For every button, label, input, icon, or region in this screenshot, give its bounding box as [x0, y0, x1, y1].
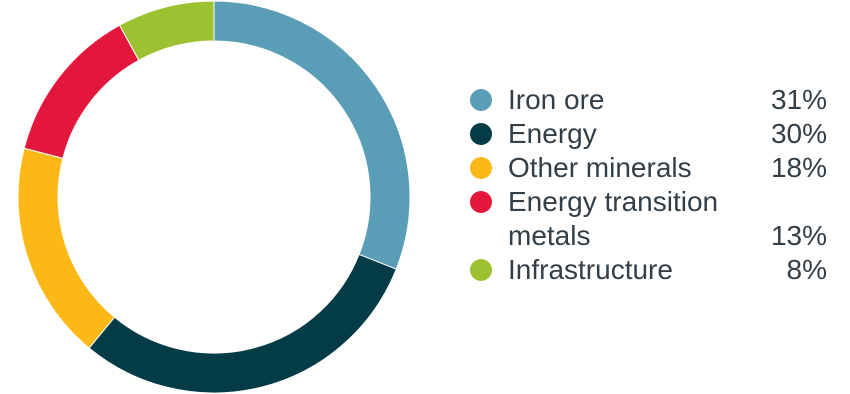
legend-swatch-iron-ore	[470, 89, 492, 111]
donut-slice-infrastructure	[118, 0, 215, 61]
legend-value: 18%	[770, 152, 827, 183]
legend-value: 30%	[770, 118, 827, 149]
legend-item-other-minerals: Other minerals 18%	[465, 151, 845, 185]
legend-label: Infrastructure	[508, 254, 673, 285]
legend-item-iron-ore: Iron ore 31%	[465, 83, 845, 117]
legend-item-energy-transition-metals: Energy transition metals 13%	[465, 185, 845, 253]
legend-item-infrastructure: Infrastructure 8%	[465, 253, 845, 287]
legend-swatch-energy	[470, 123, 492, 145]
donut-slice-energy	[88, 253, 397, 394]
donut-slice-energy-transition-metals	[23, 24, 140, 159]
legend-swatch-energy-transition-metals	[470, 191, 492, 213]
legend-swatch-infrastructure	[470, 259, 492, 281]
legend-swatch-other-minerals	[470, 157, 492, 179]
legend-label: Energy transition metals	[508, 186, 719, 251]
chart-legend: Iron ore 31% Energy 30% Other minerals 1…	[465, 83, 845, 287]
donut-chart-svg	[17, 0, 411, 394]
legend-value: 8%	[786, 254, 827, 285]
legend-value: 31%	[770, 84, 827, 115]
legend-value: 13%	[770, 220, 827, 251]
legend-label: Other minerals	[508, 152, 692, 183]
legend-item-energy: Energy 30%	[465, 117, 845, 151]
legend-label: Iron ore	[508, 84, 605, 115]
legend-label: Energy	[508, 118, 597, 149]
donut-slice-iron-ore	[213, 0, 411, 270]
donut-slice-other-minerals	[17, 147, 116, 349]
